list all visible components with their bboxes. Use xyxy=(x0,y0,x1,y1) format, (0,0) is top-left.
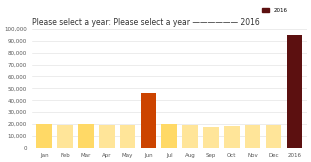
Bar xyxy=(57,125,73,148)
Bar xyxy=(36,124,52,148)
Bar xyxy=(161,124,177,148)
Legend: 2016: 2016 xyxy=(260,5,290,15)
Text: Please select a year: Please select a year —————— 2016: Please select a year: Please select a ye… xyxy=(32,18,259,27)
Bar xyxy=(245,125,261,148)
Bar xyxy=(141,93,156,148)
Bar xyxy=(99,125,115,148)
Bar xyxy=(78,124,94,148)
Bar xyxy=(266,125,281,148)
Bar xyxy=(182,125,198,148)
Bar xyxy=(224,126,240,148)
Bar xyxy=(286,35,302,148)
Bar xyxy=(120,125,136,148)
Bar xyxy=(203,127,219,148)
